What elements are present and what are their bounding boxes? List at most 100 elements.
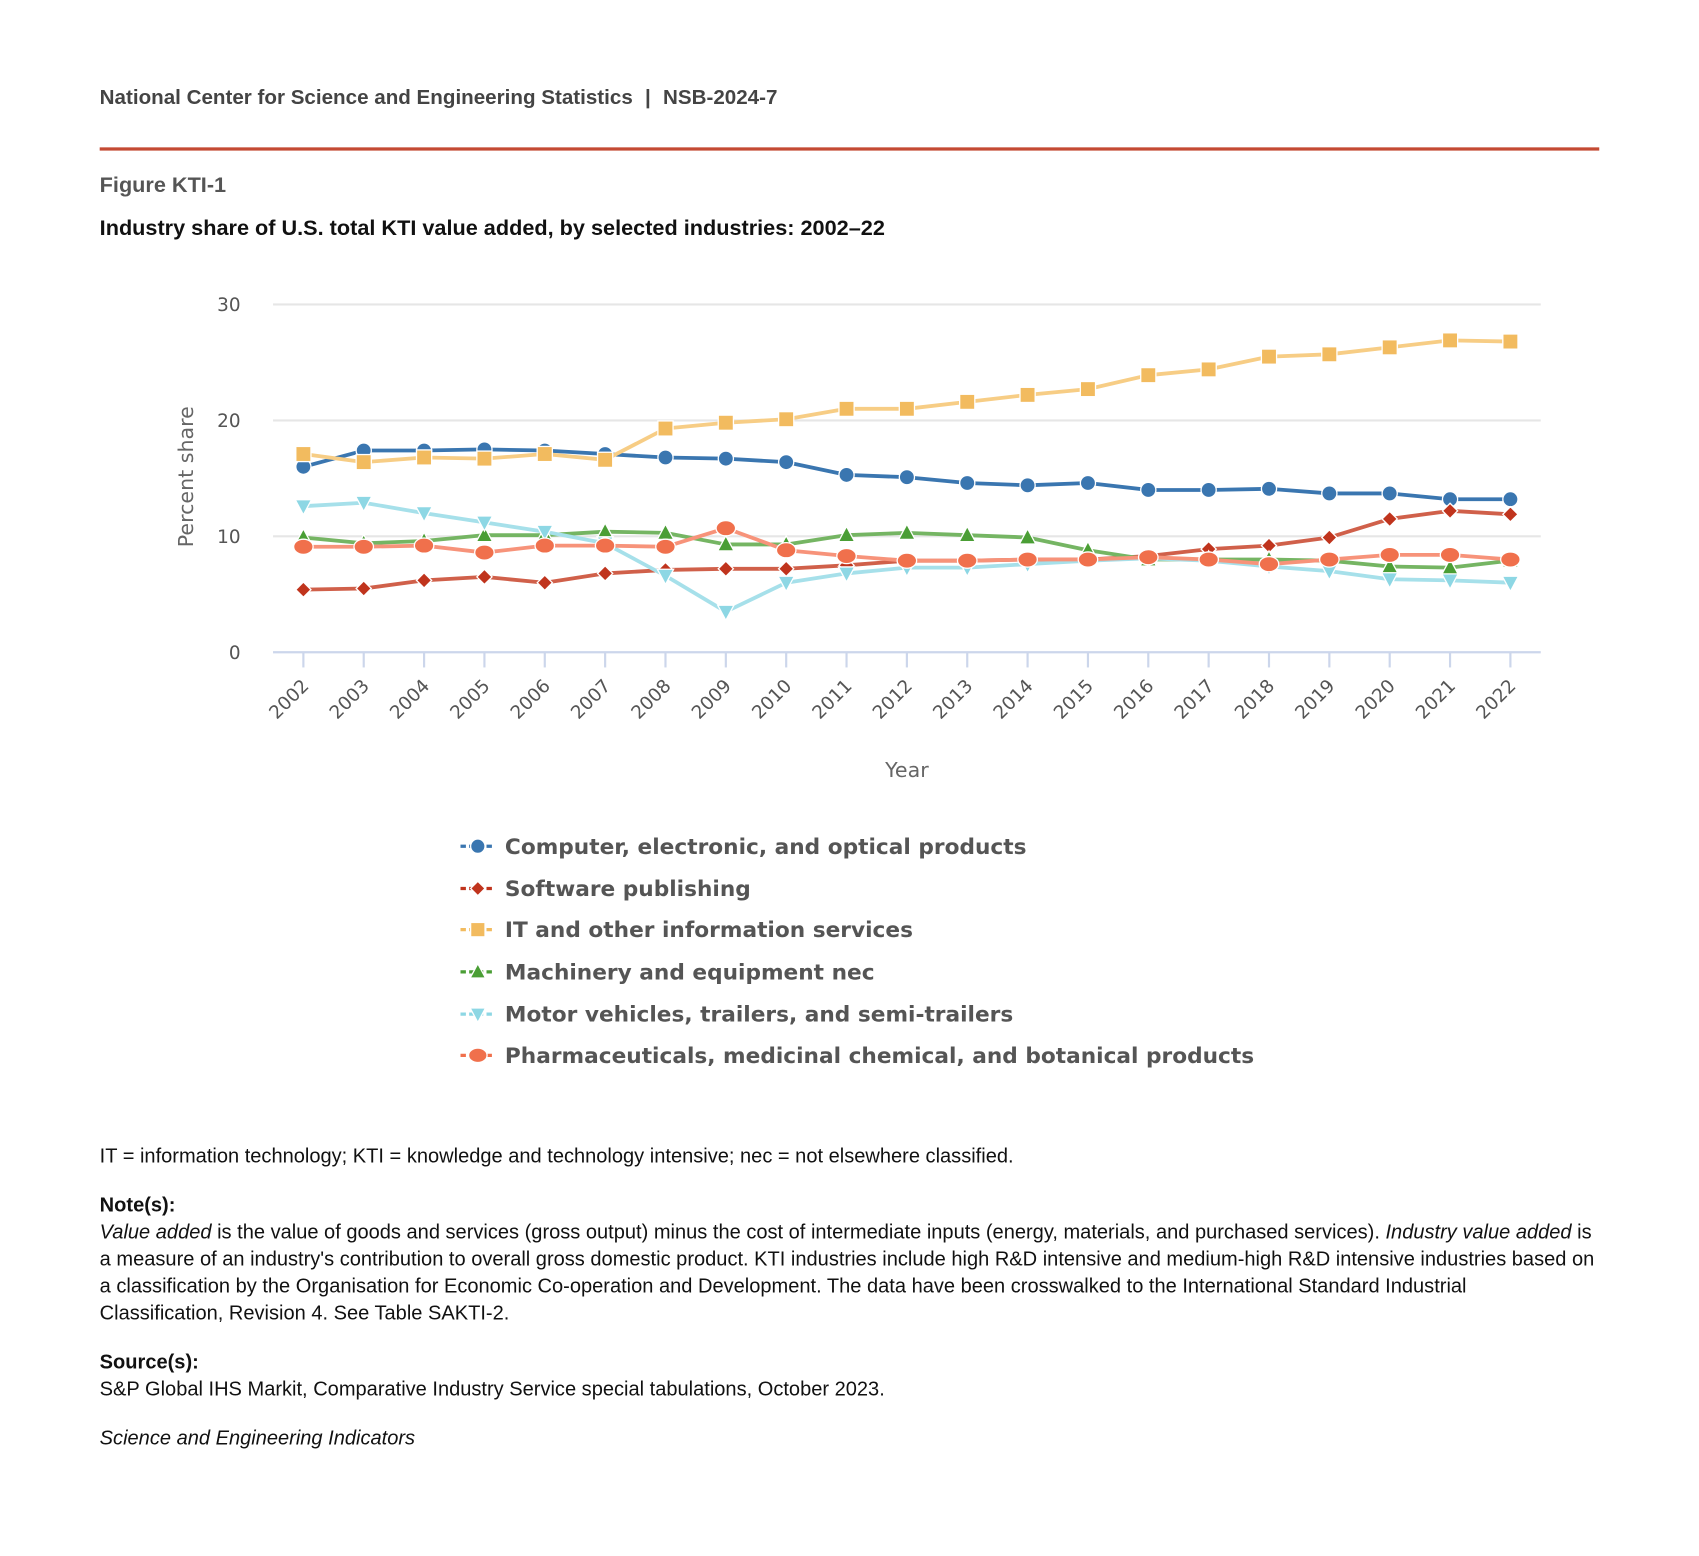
legend-label: Machinery and equipment nec: [504, 958, 875, 985]
data-point: [414, 505, 434, 524]
data-point: [292, 538, 314, 556]
data-point: [475, 525, 494, 543]
data-point: [897, 522, 917, 541]
data-point: [1502, 333, 1519, 350]
data-point: [1198, 551, 1220, 568]
data-point: [1200, 481, 1217, 499]
header-separator: |: [645, 86, 651, 110]
data-point: [294, 499, 313, 517]
data-point: [474, 544, 495, 561]
data-point: [1019, 386, 1036, 404]
header-divider: [99, 147, 1600, 151]
x-tick-label: 2011: [809, 676, 857, 724]
legend-item[interactable]: Computer, electronic, and optical produc…: [459, 826, 1254, 868]
x-axis-title: Year: [884, 758, 929, 782]
legend: Computer, electronic, and optical produc…: [459, 826, 1254, 1077]
data-point: [777, 560, 795, 578]
x-tick-label: 2020: [1352, 676, 1400, 724]
data-point: [353, 538, 375, 556]
data-point: [536, 574, 554, 592]
y-tick-label: 10: [217, 527, 240, 548]
legend-marker: [469, 962, 487, 979]
data-point: [1380, 572, 1399, 590]
source-heading: Source(s):: [99, 1350, 199, 1373]
data-point: [777, 453, 795, 471]
data-point: [475, 568, 493, 586]
data-point: [354, 495, 373, 513]
data-point: [536, 445, 554, 463]
legend-square-icon: [460, 922, 496, 939]
data-point: [958, 525, 977, 543]
x-tick-label: 2012: [869, 676, 917, 724]
legend-diamond-icon: [460, 880, 496, 897]
data-point: [898, 468, 916, 486]
data-point: [415, 449, 433, 466]
figure-label: Figure KTI-1: [99, 173, 227, 198]
x-tick-label: 2018: [1231, 676, 1279, 724]
data-point: [415, 571, 433, 589]
x-tick-label: 2019: [1291, 676, 1339, 724]
org-name: National Center for Science and Engineer…: [99, 86, 633, 110]
data-point: [295, 445, 312, 463]
publication-name: Science and Engineering Indicators: [99, 1425, 416, 1449]
x-tick-label: 2022: [1472, 676, 1520, 724]
data-point: [475, 515, 494, 533]
data-point: [657, 449, 674, 466]
source-text: S&P Global IHS Markit, Comparative Indus…: [99, 1377, 885, 1400]
data-point: [656, 568, 675, 586]
data-point: [1499, 551, 1521, 568]
data-point: [655, 538, 676, 556]
data-point: [596, 564, 614, 582]
data-point: [535, 524, 554, 542]
data-point: [715, 519, 737, 537]
data-point: [716, 534, 736, 552]
data-point: [1077, 551, 1099, 568]
x-tick-label: 2013: [929, 676, 977, 724]
data-point: [1200, 361, 1217, 378]
x-tick-label: 2005: [446, 676, 494, 724]
x-tick-label: 2003: [326, 676, 374, 724]
data-point: [1321, 346, 1338, 363]
y-tick-label: 0: [229, 643, 241, 664]
data-point: [1318, 551, 1340, 568]
note-term-value-added: Value added: [99, 1220, 212, 1243]
legend-label: Software publishing: [504, 875, 751, 902]
legend-item[interactable]: Software publishing: [459, 867, 1254, 909]
y-axis-title: Percent share: [174, 406, 198, 547]
data-point: [1439, 546, 1461, 564]
data-point: [836, 547, 857, 565]
header: National Center for Science and Engineer…: [100, 87, 778, 111]
data-point: [413, 537, 435, 554]
legend-marker: [469, 922, 486, 939]
x-tick-label: 2007: [567, 676, 615, 724]
data-point: [1381, 485, 1398, 502]
x-tick-label: 2014: [990, 676, 1038, 724]
data-point: [717, 414, 735, 431]
legend-item[interactable]: IT and other information services: [459, 909, 1254, 951]
data-point: [1019, 477, 1036, 494]
note-heading: Note(s):: [99, 1192, 176, 1216]
legend-marker: [467, 1047, 488, 1064]
y-tick-label: 20: [217, 411, 240, 432]
data-point: [838, 400, 855, 418]
x-tick-label: 2004: [386, 676, 434, 724]
data-point: [716, 604, 736, 622]
data-point: [1140, 481, 1157, 499]
legend-item[interactable]: Machinery and equipment nec: [459, 951, 1254, 993]
data-point: [657, 420, 674, 437]
data-point: [776, 575, 796, 593]
x-tick-label: 2008: [628, 676, 676, 724]
report-id: NSB-2024-7: [663, 86, 778, 110]
data-point: [1140, 366, 1157, 384]
legend-item[interactable]: Motor vehicles, trailers, and semi-trail…: [459, 993, 1254, 1035]
legend-item[interactable]: Pharmaceuticals, medicinal chemical, and…: [459, 1035, 1254, 1077]
data-point: [1079, 380, 1097, 398]
data-point: [1441, 502, 1459, 520]
x-tick-label: 2015: [1050, 676, 1098, 724]
data-point: [1321, 485, 1338, 502]
note-text-2: is a measure of an industry's contributi…: [99, 1220, 1595, 1325]
legend-label: Motor vehicles, trailers, and semi-trail…: [504, 1000, 1014, 1027]
legend-marker: [469, 1006, 487, 1024]
figure-title: Industry share of U.S. total KTI value a…: [99, 216, 885, 241]
